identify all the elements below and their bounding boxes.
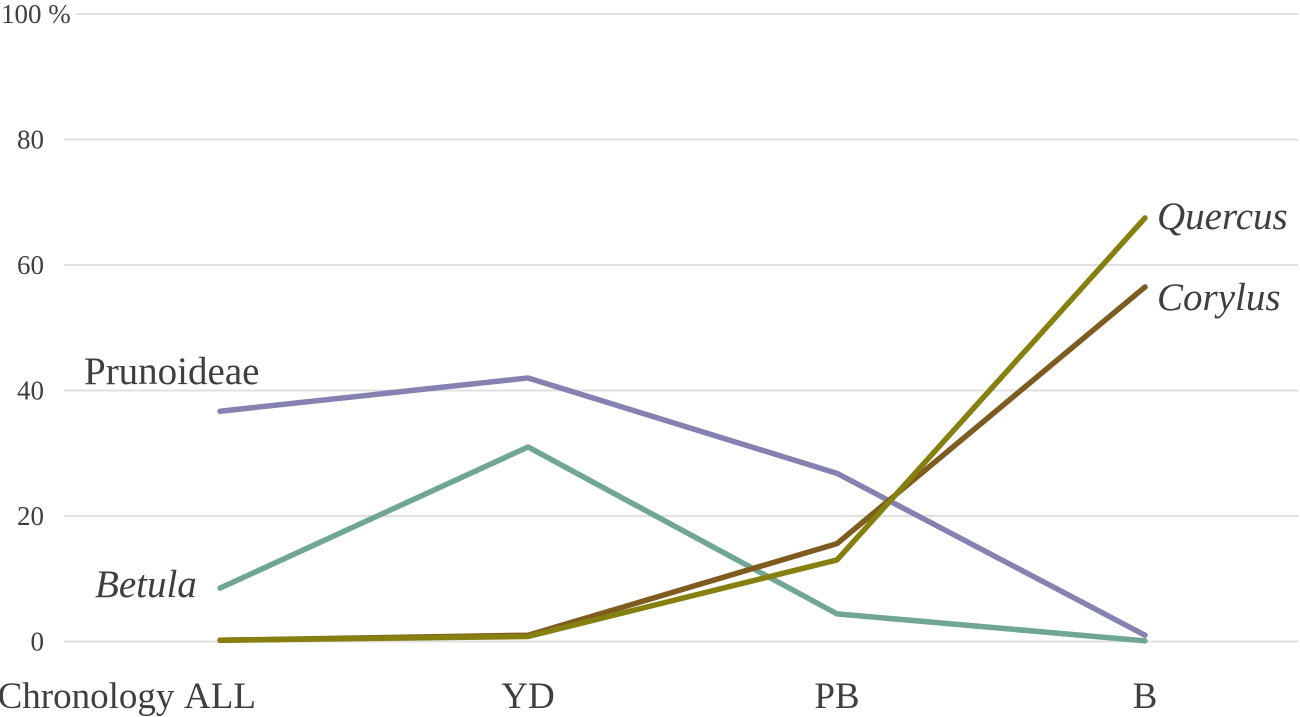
series-line-betula [217, 444, 1148, 644]
y-tick-label-60: 60 [17, 250, 44, 280]
y-tick-label-100: 100 % [1, 0, 71, 29]
series-line-quercus [217, 215, 1148, 643]
y-tick-label-80: 80 [17, 125, 44, 155]
gridlines [64, 13, 1298, 643]
series-lines [217, 215, 1148, 644]
x-axis-label-b: B [1133, 676, 1158, 717]
series-label-prunoideae: Prunoideae [84, 350, 259, 393]
series-label-quercus: Quercus [1157, 195, 1288, 238]
x-axis-labels: Chronology ALL YD PB B [0, 676, 1157, 717]
y-tick-label-40: 40 [17, 376, 44, 406]
x-axis-title: Chronology [0, 676, 175, 717]
series-label-betula: Betula [95, 563, 197, 606]
series-line-corylus [217, 284, 1148, 643]
y-tick-label-20: 20 [17, 501, 44, 531]
series-line-prunoideae [217, 375, 1148, 638]
x-axis-label-yd: YD [501, 676, 554, 717]
x-axis-label-pb: PB [814, 676, 859, 717]
series-label-corylus: Corylus [1157, 276, 1281, 319]
x-axis-label-all: ALL [184, 676, 256, 717]
y-tick-label-0: 0 [31, 627, 45, 657]
series-labels: Prunoideae Betula Corylus Quercus [84, 195, 1288, 606]
y-axis-labels: 0 20 40 60 80 100 % [1, 0, 71, 657]
